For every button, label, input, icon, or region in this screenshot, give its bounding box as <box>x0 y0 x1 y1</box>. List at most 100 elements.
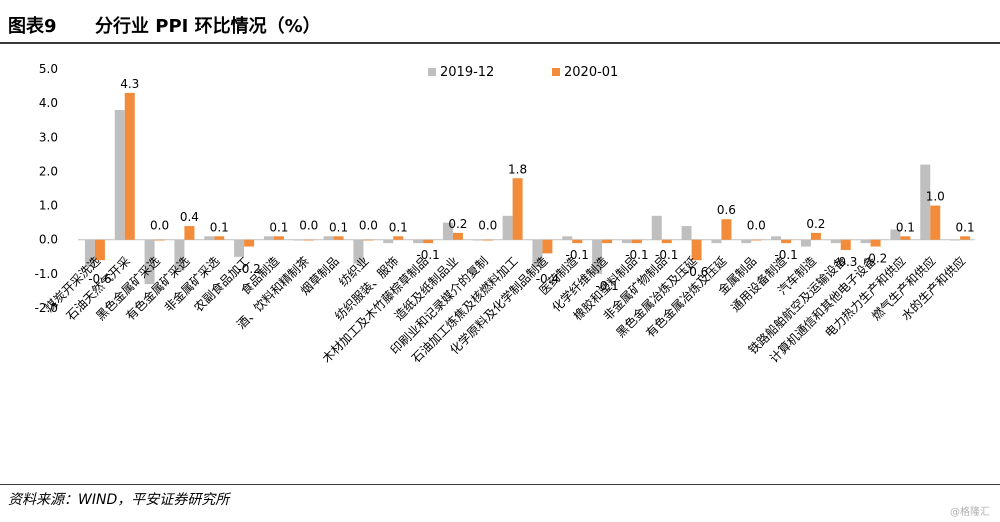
data-label: 0.1 <box>269 220 288 234</box>
bar-2019-12 <box>204 236 215 240</box>
bar-2019-12 <box>353 239 364 264</box>
data-label: -0.1 <box>655 248 678 262</box>
data-label: 1.8 <box>508 162 527 176</box>
bar-2020-01 <box>333 236 344 240</box>
bar-2019-12 <box>413 239 424 244</box>
watermark: @格隆汇 <box>950 507 990 518</box>
legend-label-2020-01: 2020-01 <box>564 65 618 80</box>
bar-2020-01 <box>94 239 105 261</box>
bar-2020-01 <box>214 236 225 240</box>
y-tick-label: 1.0 <box>39 199 58 213</box>
bar-2020-01 <box>572 239 583 244</box>
bar-2019-12 <box>681 226 692 240</box>
footer-rule <box>0 484 1000 485</box>
bar-2019-12 <box>890 229 901 240</box>
data-label: 0.6 <box>717 203 736 217</box>
data-label: -0.6 <box>685 265 708 279</box>
bar-2020-01 <box>631 239 642 244</box>
bar-2020-01 <box>542 239 553 254</box>
y-tick-label: 3.0 <box>39 130 58 144</box>
data-label: 0.2 <box>806 217 825 231</box>
bar-2020-01 <box>273 236 284 240</box>
data-label: 0.1 <box>389 220 408 234</box>
bar-2019-12 <box>651 215 662 240</box>
data-label: -0.1 <box>595 279 618 293</box>
data-label: -0.1 <box>774 248 797 262</box>
header-rule <box>0 42 1000 44</box>
legend-swatch-2020-01 <box>552 68 560 76</box>
bar-2019-12 <box>830 239 841 244</box>
data-label: 4.3 <box>120 77 139 91</box>
data-label: -0.2 <box>237 262 260 276</box>
data-label: 0.2 <box>448 217 467 231</box>
bar-2020-01 <box>602 239 613 244</box>
data-label: 0.4 <box>180 210 199 224</box>
bar-2020-01 <box>661 239 672 244</box>
bar-2020-01 <box>900 236 911 240</box>
bar-2020-01 <box>393 236 404 240</box>
bar-2020-01 <box>840 239 851 250</box>
bar-2019-12 <box>711 239 722 244</box>
bar-2019-12 <box>741 239 752 244</box>
chart-header: 图表9 分行业 PPI 环比情况（%） <box>0 0 1000 44</box>
bar-2020-01 <box>960 236 971 240</box>
bar-2019-12 <box>771 236 782 240</box>
data-label: -0.4 <box>536 272 559 286</box>
data-label: 0.0 <box>478 219 497 233</box>
bar-2020-01 <box>691 239 702 261</box>
bar-2019-12 <box>532 239 543 268</box>
bar-2020-01 <box>721 219 732 240</box>
bar-2019-12 <box>383 239 394 244</box>
bar-2019-12 <box>174 239 185 271</box>
source-note: 资料来源：WIND，平安证券研究所 <box>8 492 230 508</box>
bar-2019-12 <box>144 239 155 285</box>
data-label: 0.0 <box>359 219 378 233</box>
data-label: -0.1 <box>625 248 648 262</box>
data-label: -0.1 <box>566 248 589 262</box>
bar-2020-01 <box>781 239 792 244</box>
bar-2019-12 <box>442 222 453 240</box>
data-label: 0.0 <box>747 219 766 233</box>
bar-2019-12 <box>472 239 483 241</box>
data-label: 0.1 <box>329 220 348 234</box>
data-label: -0.3 <box>834 255 857 269</box>
bar-2020-01 <box>154 239 165 241</box>
bar-2019-12 <box>592 239 603 274</box>
y-tick-label: -2.0 <box>35 301 58 315</box>
bar-2019-12 <box>800 239 811 247</box>
data-label: -0.1 <box>416 248 439 262</box>
y-tick-label: 2.0 <box>39 164 58 178</box>
y-tick-label: 5.0 <box>39 62 58 76</box>
bar-2020-01 <box>870 239 881 247</box>
bar-2019-12 <box>621 239 632 244</box>
figure-label: 图表9 <box>8 16 57 37</box>
data-label: 0.1 <box>896 220 915 234</box>
bar-2019-12 <box>263 236 274 240</box>
y-tick-label: 4.0 <box>39 96 58 110</box>
data-label: -0.6 <box>88 272 111 286</box>
bar-2020-01 <box>184 226 195 240</box>
bar-2019-12 <box>502 215 513 240</box>
bar-2020-01 <box>751 239 762 241</box>
legend-label-2019-12: 2019-12 <box>440 65 494 80</box>
bar-chart: 5.04.03.02.01.00.0-1.0-2.0-0.6煤炭开采洗选4.3石… <box>35 62 975 366</box>
bar-2019-12 <box>920 164 931 240</box>
data-label: 1.0 <box>926 190 945 204</box>
bar-2019-12 <box>114 109 125 240</box>
bar-2019-12 <box>293 239 304 241</box>
bar-2019-12 <box>562 236 573 240</box>
bar-2020-01 <box>124 92 135 240</box>
bar-2020-01 <box>512 178 523 240</box>
bar-2019-12 <box>234 239 245 257</box>
bar-2019-12 <box>84 239 95 268</box>
data-label: 0.1 <box>956 220 975 234</box>
bar-2019-12 <box>950 239 961 241</box>
bar-2020-01 <box>482 239 493 241</box>
y-tick-label: -1.0 <box>35 267 58 281</box>
bar-2020-01 <box>810 232 821 240</box>
chart-title: 分行业 PPI 环比情况（%） <box>95 16 321 37</box>
data-label: 0.1 <box>210 220 229 234</box>
data-label: 0.0 <box>150 219 169 233</box>
data-label: 0.0 <box>299 219 318 233</box>
bar-2019-12 <box>323 236 334 240</box>
